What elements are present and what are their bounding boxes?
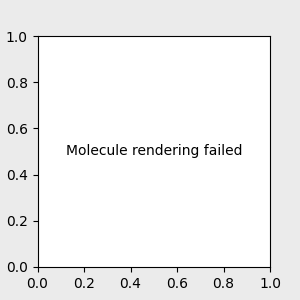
Text: Molecule rendering failed: Molecule rendering failed [65,145,242,158]
